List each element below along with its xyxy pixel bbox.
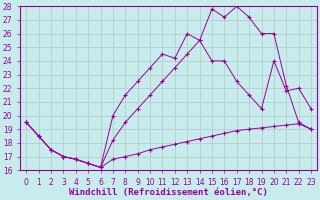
X-axis label: Windchill (Refroidissement éolien,°C): Windchill (Refroidissement éolien,°C) — [69, 188, 268, 197]
